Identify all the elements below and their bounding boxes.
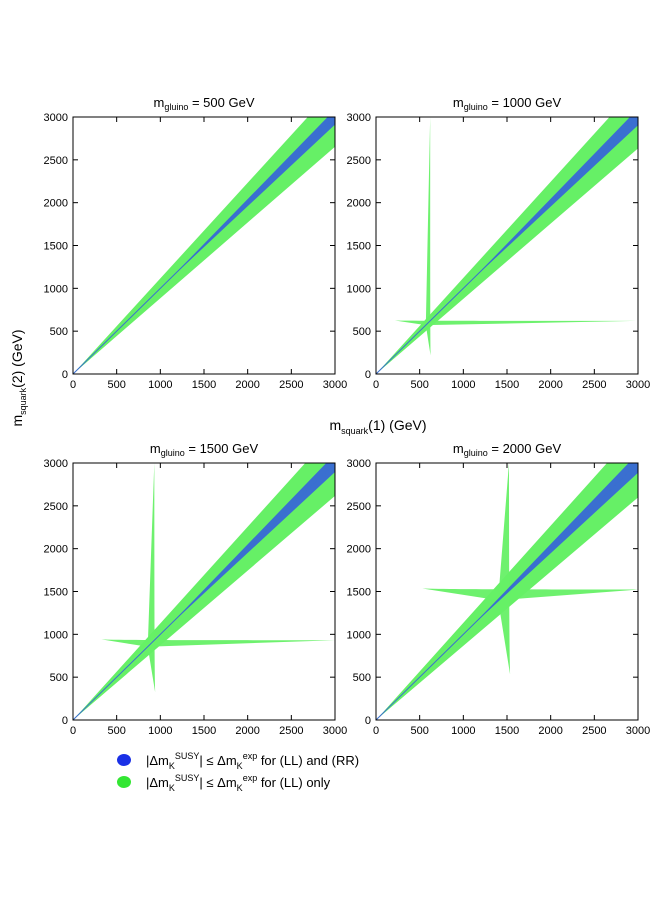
x-tick-label: 2000 [235, 379, 259, 391]
x-tick-label: 3000 [626, 379, 650, 391]
y-tick-label: 500 [50, 326, 68, 338]
diagonal-line [376, 117, 638, 374]
y-axis-label: msquark(2) (GeV) [9, 329, 28, 426]
y-tick-label: 1000 [347, 283, 371, 295]
panel-1: 0 500 1000 1500 2000 2500 3000 0 500 1000 1500 2000… [44, 95, 348, 391]
x-tick-label: 1000 [148, 379, 172, 391]
x-tick-label: 2000 [235, 725, 259, 737]
x-tick-label: 0 [373, 725, 379, 737]
x-tick-label: 0 [70, 379, 76, 391]
legend-item-green: |ΔmKSUSY| ≤ ΔmKexp for (LL) only [117, 773, 331, 793]
y-tick-label: 3000 [347, 112, 371, 124]
y-tick-label: 1500 [44, 587, 68, 599]
y-tick-label: 2500 [347, 155, 371, 167]
y-tick-label: 2500 [347, 501, 371, 513]
allowed-regions [376, 117, 638, 374]
y-tick-label: 3000 [44, 458, 68, 470]
y-tick-label: 1000 [347, 629, 371, 641]
y-tick-label: 3000 [347, 458, 371, 470]
y-tick-label: 1500 [347, 587, 371, 599]
y-tick-label: 0 [62, 715, 68, 727]
green-wing-upper [394, 320, 638, 326]
x-tick-label: 0 [373, 379, 379, 391]
y-tick-label: 1000 [44, 283, 68, 295]
x-tick-label: 2500 [279, 379, 303, 391]
x-tick-label: 3000 [323, 725, 347, 737]
allowed-regions [376, 463, 638, 720]
allowed-regions [73, 463, 335, 720]
y-tick-label: 0 [365, 715, 371, 727]
legend-item-blue: |ΔmKSUSY| ≤ ΔmKexp for (LL) and (RR) [117, 751, 359, 771]
panel-title: mgluino = 1000 GeV [453, 95, 562, 112]
x-tick-label: 0 [70, 725, 76, 737]
y-tick-label: 500 [353, 326, 371, 338]
y-tick-label: 500 [353, 672, 371, 684]
x-axis-label: msquark(1) (GeV) [329, 417, 426, 436]
y-tick-label: 2500 [44, 501, 68, 513]
x-tick-label: 1500 [495, 379, 519, 391]
x-tick-label: 2500 [279, 725, 303, 737]
panel-title: mgluino = 1500 GeV [150, 441, 259, 458]
x-tick-label: 3000 [626, 725, 650, 737]
x-tick-label: 2000 [538, 725, 562, 737]
diagonal-line [73, 463, 335, 720]
y-tick-label: 2500 [44, 155, 68, 167]
y-tick-label: 0 [62, 369, 68, 381]
x-tick-label: 3000 [323, 379, 347, 391]
diagonal-line [73, 117, 335, 374]
allowed-regions [73, 117, 335, 374]
legend-label-blue: |ΔmKSUSY| ≤ ΔmKexp for (LL) and (RR) [146, 751, 359, 771]
green-wing-lower [425, 117, 431, 356]
legend-swatch-green [117, 776, 131, 788]
y-tick-label: 0 [365, 369, 371, 381]
legend-label-green: |ΔmKSUSY| ≤ ΔmKexp for (LL) only [146, 773, 331, 793]
y-tick-label: 2000 [347, 198, 371, 210]
x-tick-label: 1500 [495, 725, 519, 737]
x-tick-label: 500 [410, 725, 428, 737]
y-tick-label: 1500 [347, 241, 371, 253]
y-tick-label: 2000 [44, 198, 68, 210]
x-tick-label: 1000 [451, 725, 475, 737]
y-tick-label: 2000 [347, 544, 371, 556]
x-tick-label: 500 [410, 379, 428, 391]
x-tick-label: 2500 [582, 379, 606, 391]
panel-title: mgluino = 2000 GeV [453, 441, 562, 458]
panel-2: 0 500 1000 1500 2000 2500 3000 0 500 1000 1500 2000… [347, 95, 651, 391]
x-tick-label: 2500 [582, 725, 606, 737]
blue-band [169, 117, 335, 280]
green-wing-upper [101, 639, 335, 647]
green-wing-lower [147, 463, 156, 693]
x-tick-label: 500 [107, 379, 125, 391]
legend: |ΔmKSUSY| ≤ ΔmKexp for (LL) and (RR) |Δm… [117, 751, 359, 793]
x-tick-label: 1500 [192, 725, 216, 737]
y-tick-label: 1500 [44, 241, 68, 253]
x-tick-label: 1000 [451, 379, 475, 391]
panel-3: 0 500 1000 1500 2000 2500 3000 0 500 1000 1500 2000… [44, 441, 348, 737]
y-tick-label: 1000 [44, 629, 68, 641]
x-tick-label: 1500 [192, 379, 216, 391]
diagonal-line [376, 463, 638, 720]
y-tick-label: 2000 [44, 544, 68, 556]
legend-swatch-blue [117, 754, 131, 766]
panel-title: mgluino = 500 GeV [153, 95, 254, 112]
green-wing-upper [422, 588, 638, 601]
x-tick-label: 2000 [538, 379, 562, 391]
y-tick-label: 3000 [44, 112, 68, 124]
panel-4: 0 500 1000 1500 2000 2500 3000 0 500 1000 1500 2000… [347, 441, 651, 737]
green-wing-lower [498, 463, 511, 675]
x-tick-label: 1000 [148, 725, 172, 737]
x-tick-label: 500 [107, 725, 125, 737]
y-tick-label: 500 [50, 672, 68, 684]
